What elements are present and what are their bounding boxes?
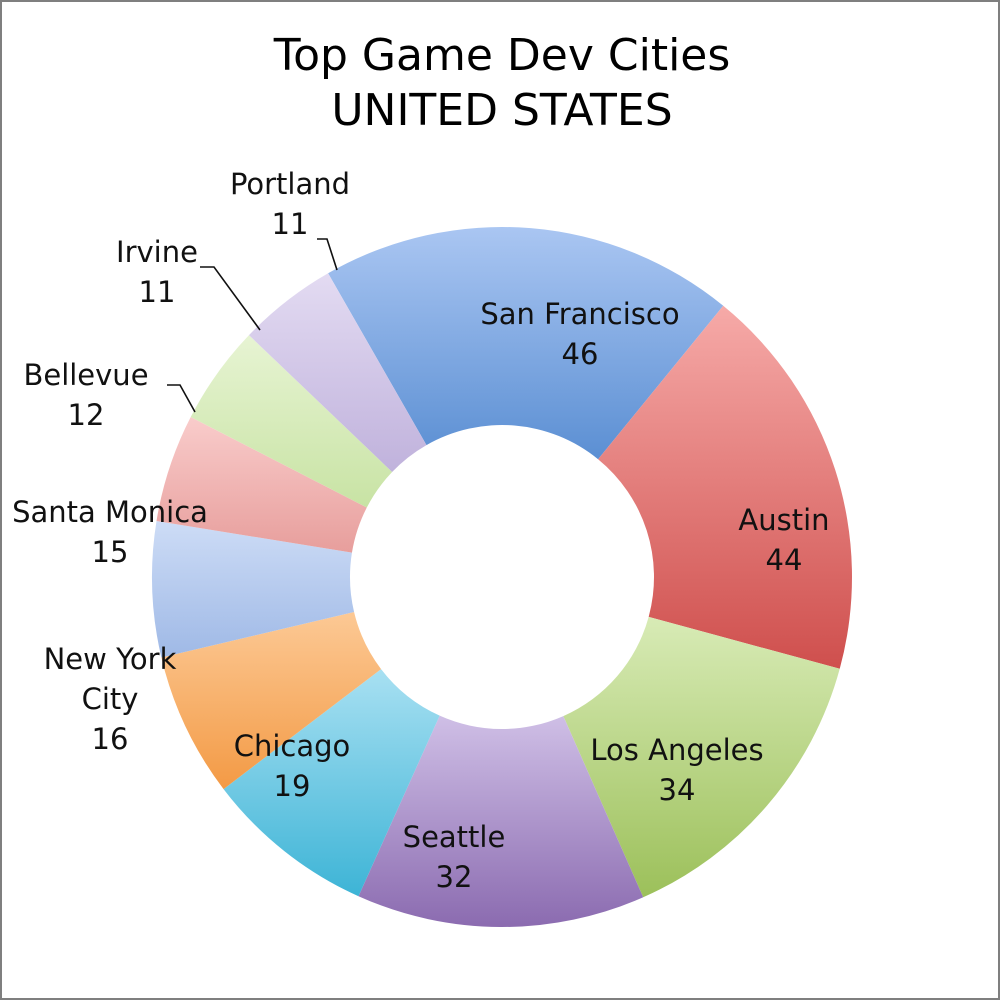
label-san-francisco: San Francisco 46 <box>480 297 679 371</box>
name-new-york-city: New York <box>44 642 177 676</box>
leader-line-bellevue <box>167 384 196 413</box>
label-irvine: Irvine 11 <box>116 235 198 309</box>
donut-slices <box>151 226 852 927</box>
leader-line-portland <box>317 238 338 271</box>
slice-bellevue <box>156 416 367 553</box>
value-seattle: 32 <box>436 860 473 894</box>
label-santa-monica: Santa Monica 15 <box>12 495 208 569</box>
name-chicago: Chicago <box>234 729 351 763</box>
label-bellevue: Bellevue 12 <box>23 358 148 432</box>
slice-los-angeles <box>563 616 840 898</box>
label-chicago: Chicago 19 <box>234 729 351 803</box>
name-santa-monica: Santa Monica <box>12 495 208 529</box>
value-bellevue: 12 <box>68 398 105 432</box>
name-irvine: Irvine <box>116 235 198 269</box>
slice-seattle <box>358 715 644 927</box>
slice-san-francisco <box>328 226 724 460</box>
name-seattle: Seattle <box>403 820 506 854</box>
slice-chicago <box>223 669 440 897</box>
label-seattle: Seattle 32 <box>403 820 506 894</box>
slice-irvine <box>190 335 393 508</box>
slice-labels: San Francisco 46 Austin 44 Los Angeles 34 Seat… <box>12 167 829 894</box>
value-san-francisco: 46 <box>562 337 599 371</box>
value-austin: 44 <box>766 543 803 577</box>
name-bellevue: Bellevue <box>23 358 148 392</box>
slice-portland <box>248 273 427 472</box>
value-irvine: 11 <box>139 275 176 309</box>
value-portland: 11 <box>272 207 309 241</box>
value-chicago: 19 <box>274 769 311 803</box>
chart-title-line-2: UNITED STATES <box>331 85 672 136</box>
name-portland: Portland <box>230 167 350 201</box>
name-new-york-city: City <box>82 682 139 716</box>
value-new-york-city: 16 <box>92 722 129 756</box>
slice-new-york-city <box>161 611 382 790</box>
value-los-angeles: 34 <box>659 773 696 807</box>
label-portland: Portland 11 <box>230 167 350 241</box>
name-austin: Austin <box>738 503 829 537</box>
label-new-york-city: New York City 16 <box>44 642 177 756</box>
name-san-francisco: San Francisco <box>480 297 679 331</box>
leader-lines <box>167 238 338 413</box>
name-los-angeles: Los Angeles <box>590 733 763 767</box>
label-austin: Austin 44 <box>738 503 829 577</box>
leader-line-irvine <box>200 266 261 331</box>
label-los-angeles: Los Angeles 34 <box>590 733 763 807</box>
slice-austin <box>598 305 852 669</box>
value-santa-monica: 15 <box>92 535 129 569</box>
chart-title-line-1: Top Game Dev Cities <box>273 30 731 81</box>
slice-santa-monica <box>151 521 355 658</box>
